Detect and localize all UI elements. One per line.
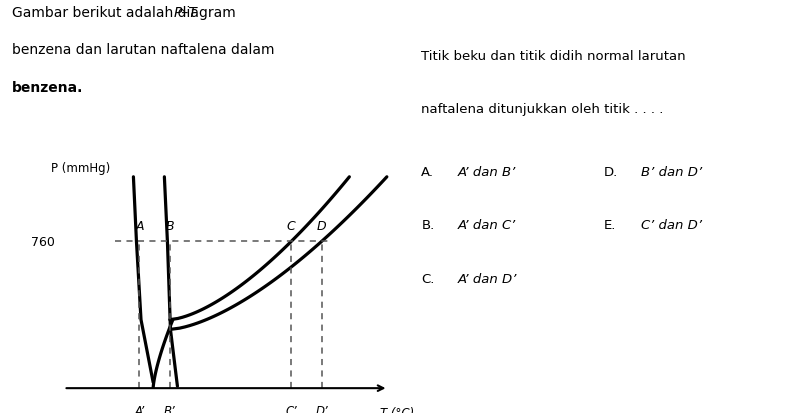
Text: B: B — [165, 219, 174, 232]
Text: P (mmHg): P (mmHg) — [52, 161, 111, 174]
Text: naftalena ditunjukkan oleh titik . . . .: naftalena ditunjukkan oleh titik . . . . — [421, 103, 664, 116]
Text: T (°C): T (°C) — [380, 406, 415, 413]
Text: A’ dan C’: A’ dan C’ — [458, 219, 516, 232]
Text: A’: A’ — [134, 404, 145, 413]
Text: 760: 760 — [31, 235, 55, 248]
Text: A’ dan D’: A’ dan D’ — [458, 273, 518, 285]
Text: B’ dan D’: B’ dan D’ — [641, 165, 702, 178]
Text: C’: C’ — [285, 404, 297, 413]
Text: C: C — [287, 219, 296, 232]
Text: B’: B’ — [164, 404, 176, 413]
Text: benzena dan larutan naftalena dalam: benzena dan larutan naftalena dalam — [12, 43, 274, 57]
Text: P–T: P–T — [174, 6, 198, 20]
Text: C’ dan D’: C’ dan D’ — [641, 219, 702, 232]
Text: A’ dan B’: A’ dan B’ — [458, 165, 516, 178]
Text: Titik beku dan titik didih normal larutan: Titik beku dan titik didih normal laruta… — [421, 50, 686, 62]
Text: D’: D’ — [316, 404, 328, 413]
Text: E.: E. — [604, 219, 617, 232]
Text: C.: C. — [421, 273, 435, 285]
Text: benzena.: benzena. — [12, 81, 83, 95]
Text: D.: D. — [604, 165, 619, 178]
Text: B.: B. — [421, 219, 435, 232]
Text: D: D — [316, 219, 327, 232]
Text: A.: A. — [421, 165, 434, 178]
Text: A: A — [135, 219, 144, 232]
Text: Gambar berikut adalah diagram: Gambar berikut adalah diagram — [12, 6, 240, 20]
